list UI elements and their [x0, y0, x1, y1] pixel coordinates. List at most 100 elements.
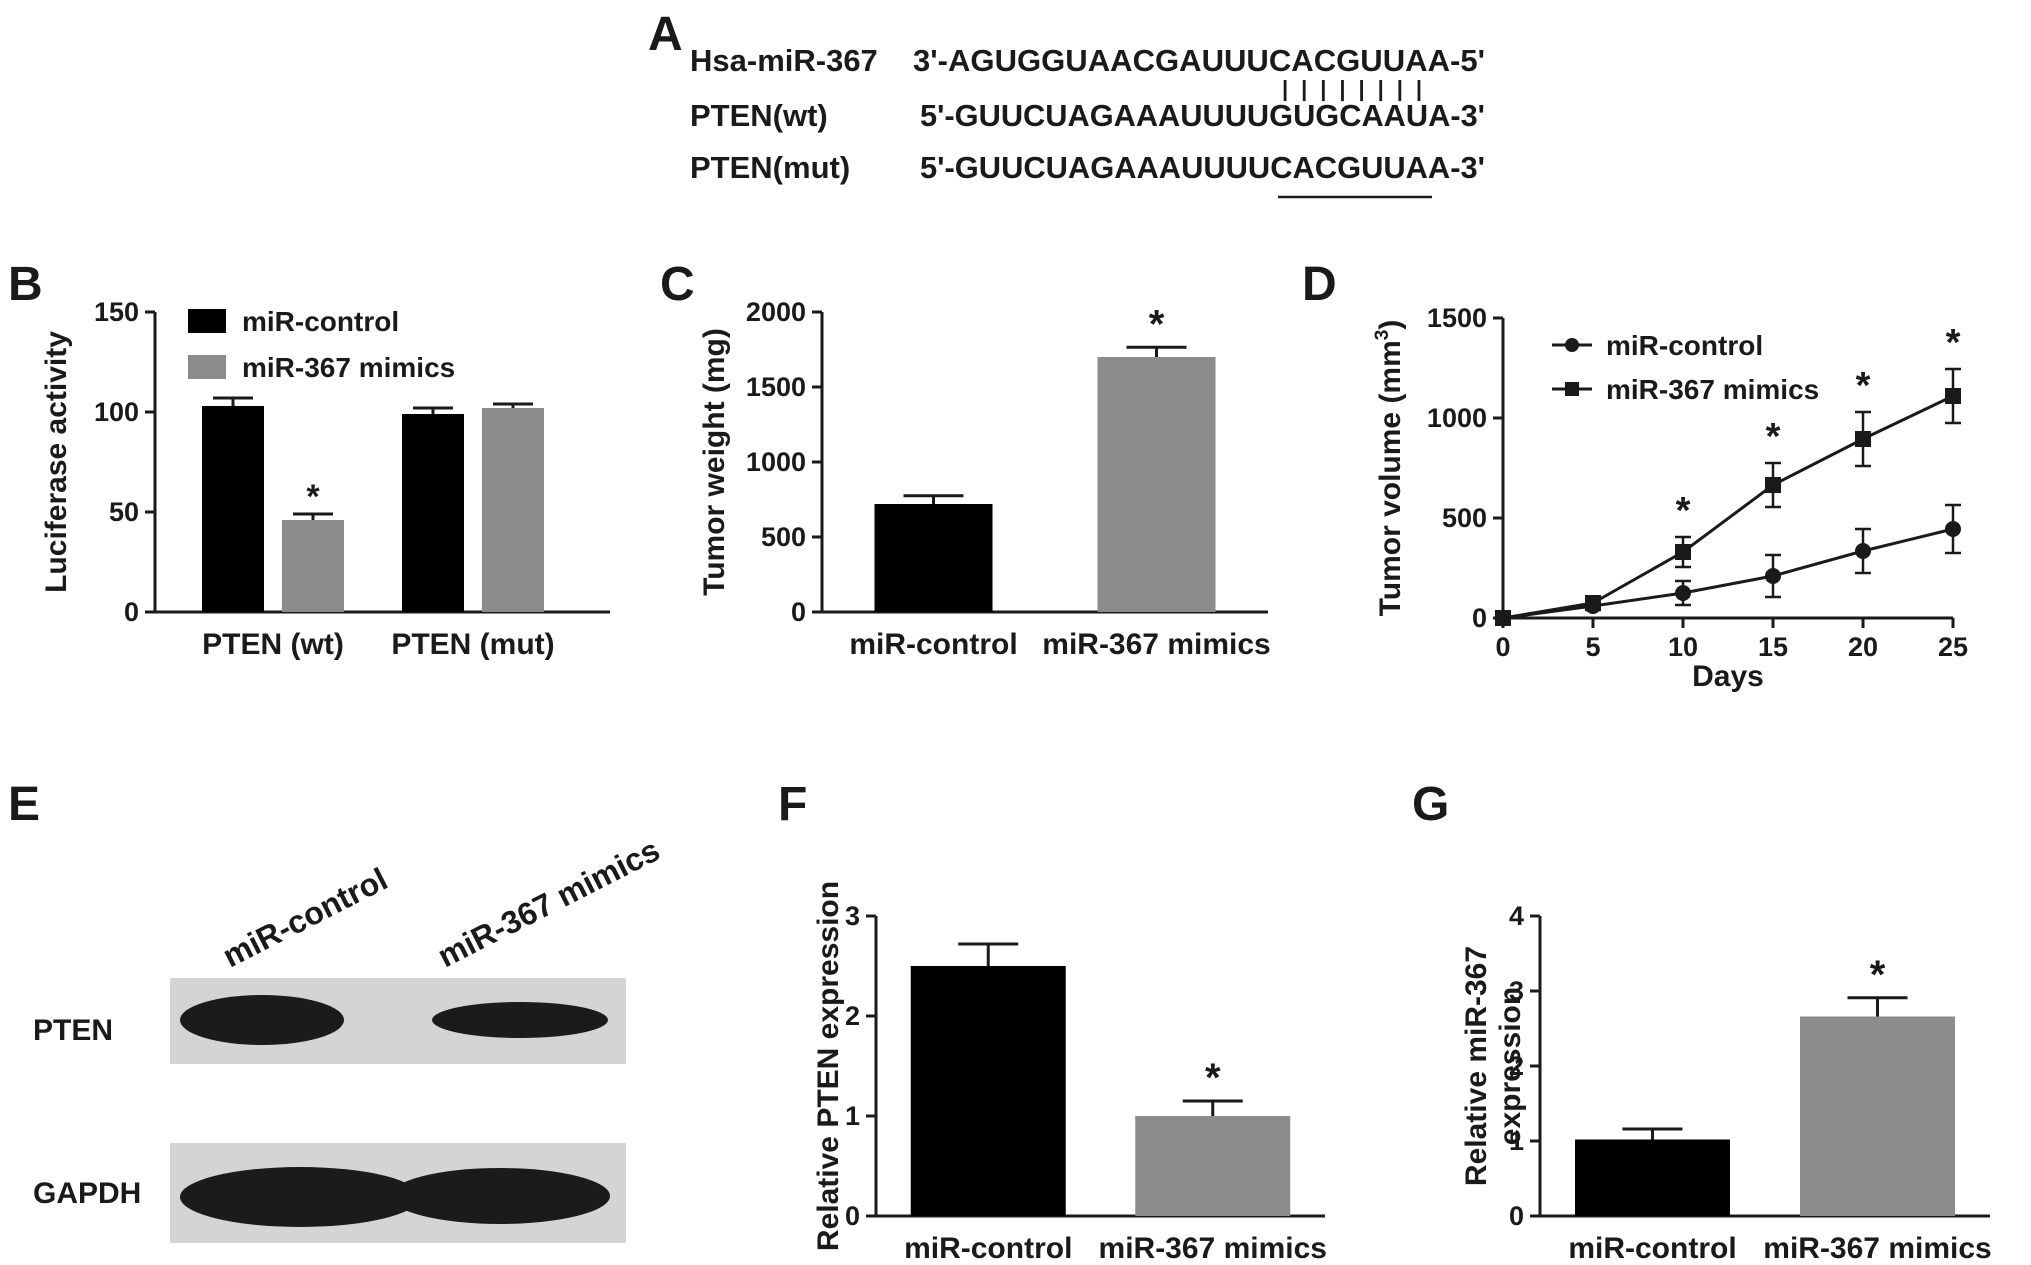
blot-band-gapdh-mimics [390, 1168, 610, 1224]
y-axis-label-line2: expression [1494, 987, 1527, 1145]
significance-marker: * [1149, 302, 1165, 346]
blot-row-label-gapdh: GAPDH [33, 1177, 141, 1210]
sequence-name-pten-wt: PTEN(wt) [690, 98, 828, 133]
y-tick-label: 1 [845, 1101, 860, 1131]
chart-d-tumor-volume: 0 500 1000 1500 0 5 10 15 20 25 Days Tumor volume (… [1372, 303, 1968, 693]
y-tick-label: 50 [109, 497, 139, 527]
y-tick-label: 1500 [746, 372, 806, 402]
bar [874, 504, 993, 612]
chart-b-luciferase: 0 50 100 150 Luciferase activity * PTEN (wt) PT… [40, 297, 610, 661]
significance-marker: * [306, 478, 320, 516]
western-blot: miR-control miR-367 mimics PTEN GAPDH [33, 832, 665, 1243]
data-point [1945, 388, 1961, 404]
y-tick-label: 2 [1509, 1051, 1524, 1081]
y-tick-label: 150 [94, 297, 139, 327]
blot-strips [170, 978, 626, 1243]
sequence-alignment: Hsa-miR-367 3'-AGUGGUAACGAUUUCACGUUAA-5'… [690, 43, 1485, 199]
significance-marker: * [1766, 416, 1781, 458]
x-tick-label: 15 [1758, 632, 1788, 662]
x-category-label: miR-control [849, 628, 1017, 661]
y-tick-label: 1 [1509, 1126, 1524, 1156]
data-point [1565, 382, 1579, 396]
bar [402, 414, 464, 612]
y-axis-label: Relative miR-367 [1460, 946, 1493, 1186]
blot-band-gapdh-control [180, 1167, 420, 1227]
data-point [1675, 544, 1691, 560]
bar [1135, 1116, 1291, 1216]
bar [1575, 1139, 1730, 1216]
x-axis-label: Days [1692, 660, 1764, 693]
data-point [1675, 585, 1691, 601]
data-point [1945, 521, 1961, 537]
panel-label-b: B [8, 258, 43, 311]
sequence-pten-wt: 5'-GUUCUAGAAAUUUUGUGCAAUA-3' [920, 98, 1485, 133]
legend-label: miR-367 mimics [242, 352, 455, 383]
sequence-name-pten-mut: PTEN(mut) [690, 150, 850, 185]
data-point [1855, 543, 1871, 559]
chart-f-pten-expression: 0 1 2 3 miR-control * miR-367 mimics Relative P… [812, 881, 1327, 1265]
sequence-mirna: 3'-AGUGGUAACGAUUUCACGUUAA-5' [913, 43, 1485, 78]
blot-band-pten-mimics [432, 1002, 608, 1038]
blot-row-label-pten: PTEN [33, 1014, 113, 1047]
x-tick-label: 20 [1848, 632, 1878, 662]
legend-label: miR-control [1606, 330, 1763, 361]
data-point [1855, 431, 1871, 447]
legend-label: miR-367 mimics [1606, 374, 1819, 405]
bar [1800, 1016, 1955, 1216]
blot-lane-label-mimics: miR-367 mimics [432, 832, 665, 975]
y-tick-label: 1000 [1427, 403, 1487, 433]
y-tick-label: 0 [791, 597, 806, 627]
significance-marker: * [1856, 365, 1871, 407]
significance-marker: * [1946, 322, 1961, 364]
y-axis-label: Tumor volume (mm3) [1372, 320, 1407, 617]
legend-label: miR-control [242, 306, 399, 337]
y-tick-label: 1000 [746, 447, 806, 477]
x-category-label: PTEN (mut) [391, 628, 554, 661]
y-tick-label: 2000 [746, 297, 806, 327]
y-tick-label: 500 [761, 522, 806, 552]
y-tick-label: 1500 [1427, 303, 1487, 333]
y-tick-label: 4 [1509, 901, 1524, 931]
x-category-label: miR-control [1568, 1232, 1736, 1265]
y-axis-label: Luciferase activity [40, 331, 73, 593]
panel-label-e: E [8, 778, 40, 831]
series-line [1502, 527, 1954, 620]
y-tick-label: 3 [845, 901, 860, 931]
y-tick-label: 100 [94, 397, 139, 427]
bar [910, 966, 1066, 1216]
y-tick-label: 0 [1472, 603, 1487, 633]
blot-band-pten-control [180, 995, 344, 1045]
panel-label-d: D [1302, 258, 1337, 311]
panel-label-a: A [648, 8, 683, 61]
y-axis-label-close: ) [1374, 320, 1407, 330]
x-tick-label: 5 [1585, 632, 1600, 662]
panel-label-c: C [660, 258, 695, 311]
significance-marker: * [1205, 1056, 1221, 1100]
y-tick-label: 500 [1442, 503, 1487, 533]
y-axis-label-superscript: 3 [1372, 330, 1393, 341]
data-point [1585, 595, 1601, 611]
legend-swatch [188, 355, 226, 379]
x-category-label: miR-367 mimics [1042, 628, 1270, 661]
y-tick-label: 2 [845, 1001, 860, 1031]
x-tick-label: 25 [1938, 632, 1968, 662]
significance-marker: * [1870, 953, 1886, 997]
chart-c-tumor-weight: 0 500 1000 1500 2000 miR-control * miR-367 mimi… [698, 297, 1271, 661]
bar [202, 406, 264, 612]
y-axis-label: Relative PTEN expression [812, 881, 845, 1251]
legend-swatch [188, 309, 226, 333]
bar [1097, 357, 1216, 612]
data-point [1765, 477, 1781, 493]
x-category-label: miR-control [904, 1232, 1072, 1265]
panel-label-g: G [1412, 778, 1449, 831]
x-tick-label: 10 [1668, 632, 1698, 662]
x-tick-label: 0 [1495, 632, 1510, 662]
bar [482, 408, 544, 612]
data-point [1765, 568, 1781, 584]
x-category-label: miR-367 mimics [1099, 1232, 1327, 1265]
x-category-label: PTEN (wt) [202, 628, 344, 661]
panel-label-f: F [778, 778, 807, 831]
base-pair-marks: | | | | | | | | [1282, 76, 1422, 101]
bar [282, 520, 344, 612]
